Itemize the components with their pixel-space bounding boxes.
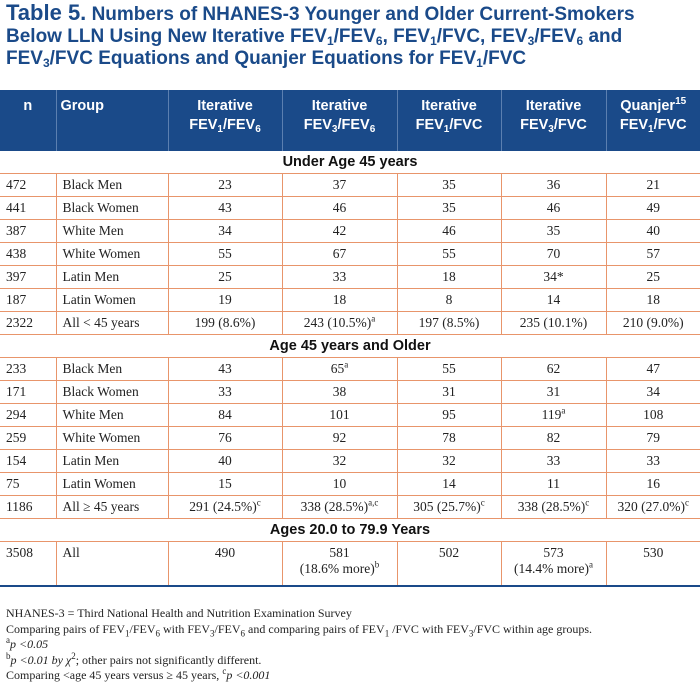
table-number: Table 5. xyxy=(6,0,87,25)
table-row: 294 White Men 84 101 95 119a 108 xyxy=(0,403,700,427)
table-row: 438 White Women 55 67 55 70 57 xyxy=(0,242,700,266)
table-row: 259 White Women 76 92 78 82 79 xyxy=(0,426,700,450)
results-table: n Group Iterative FEV1/FEV6 Iterative FEV3… xyxy=(0,90,700,587)
footnote-b: bp <0.01 by χ2; other pairs not signific… xyxy=(6,650,262,667)
table-row-all-ages: 3508 All 490 581 (18.6% more)b 502 573 (14.4% m… xyxy=(0,541,700,587)
table-row: 75 Latin Women 15 10 14 11 16 xyxy=(0,472,700,496)
column-header-quanjer-fev1-fvc: Quanjer15 FEV1/FVC xyxy=(606,90,700,151)
table-header-row: n Group Iterative FEV1/FEV6 Iterative FEV3… xyxy=(0,90,700,151)
footnote-c: Comparing <age 45 years versus ≥ 45 year… xyxy=(6,666,271,683)
table-row: 387 White Men 34 42 46 35 40 xyxy=(0,219,700,243)
column-header-group: Group xyxy=(56,90,169,151)
table-row: 397 Latin Men 25 33 18 34* 25 xyxy=(0,265,700,289)
table-row: 441 Black Women 43 46 35 46 49 xyxy=(0,196,700,220)
section-row-all-ages: Ages 20.0 to 79.9 Years xyxy=(0,518,700,542)
table-row: 171 Black Women 33 38 31 31 34 xyxy=(0,380,700,404)
table-row-total-under-45: 2322 All < 45 years 199 (8.6%) 243 (10.5%)a… xyxy=(0,311,700,335)
footnote-abbreviation: NHANES-3 = Third National Health and Nut… xyxy=(6,606,352,620)
column-header-iterative-fev3-fev6: Iterative FEV3/FEV6 xyxy=(282,90,398,151)
footnote-comparison: Comparing pairs of FEV1/FEV6 with FEV3/F… xyxy=(6,621,593,638)
footnote-a: ap <0.05 xyxy=(6,635,49,652)
table-row: 154 Latin Men 40 32 32 33 33 xyxy=(0,449,700,473)
table-row: 233 Black Men 43 65a 55 62 47 xyxy=(0,357,700,381)
table-title: Table 5. Numbers of NHANES-3 Younger and… xyxy=(6,0,635,70)
column-header-iterative-fev3-fvc: Iterative FEV3/FVC xyxy=(501,90,607,151)
section-row-under-45: Under Age 45 years xyxy=(0,151,700,174)
column-header-iterative-fev1-fev6: Iterative FEV1/FEV6 xyxy=(168,90,283,151)
table-row: 187 Latin Women 19 18 8 14 18 xyxy=(0,288,700,312)
table-row: 472 Black Men 23 37 35 36 21 xyxy=(0,173,700,197)
table-footnotes: NHANES-3 = Third National Health and Nut… xyxy=(6,606,696,684)
column-header-n: n xyxy=(0,90,57,151)
section-row-over-45: Age 45 years and Older xyxy=(0,334,700,358)
column-header-iterative-fev1-fvc: Iterative FEV1/FVC xyxy=(397,90,502,151)
table-row-total-over-45: 1186 All ≥ 45 years 291 (24.5%)c 338 (28.5%… xyxy=(0,495,700,519)
